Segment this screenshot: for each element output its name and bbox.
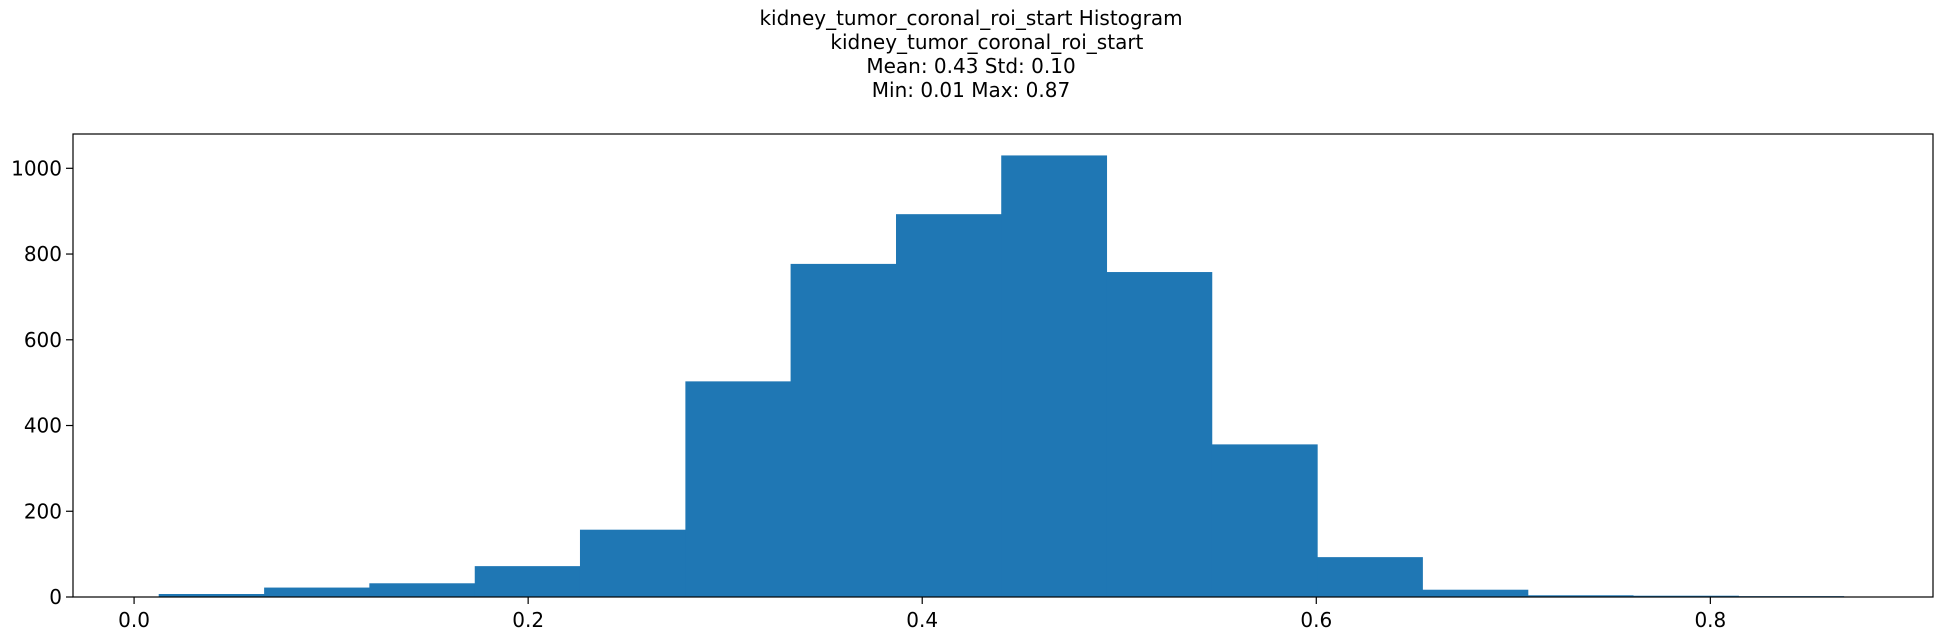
y-axis: 0 200 400 600 800 1000 — [11, 156, 73, 609]
x-axis: 0.0 0.2 0.4 0.6 0.8 — [118, 597, 1726, 632]
plot-frame — [72, 133, 1934, 598]
y-tick-label: 400 — [24, 414, 62, 438]
histogram-bar-13 — [1527, 595, 1634, 597]
x-tick-label: 0.0 — [118, 608, 150, 632]
y-tick-label: 800 — [24, 242, 62, 266]
histogram-bar-7 — [896, 214, 1002, 597]
histogram-bar-8 — [1001, 155, 1108, 597]
chart-title-line-3: Mean: 0.43 Std: 0.10 — [866, 54, 1076, 78]
y-tick-label: 200 — [24, 499, 62, 523]
histogram-bar-12 — [1422, 589, 1529, 597]
histogram-bar-5 — [685, 381, 791, 597]
histogram-bar-2 — [369, 583, 476, 597]
histogram-bar-1 — [264, 587, 370, 597]
histogram-bar-0 — [158, 593, 265, 597]
chart-title-line-1: kidney_tumor_coronal_roi_start Histogram — [759, 6, 1183, 30]
x-tick-label: 0.6 — [1300, 608, 1332, 632]
y-tick-label: 600 — [24, 328, 62, 352]
chart-title-line-4: Min: 0.01 Max: 0.87 — [871, 78, 1071, 102]
histogram-bar-4 — [579, 529, 686, 597]
histogram-bar-9 — [1106, 272, 1213, 597]
y-tick-label: 1000 — [11, 156, 62, 180]
histogram-bar-11 — [1317, 557, 1423, 597]
histogram-bar-3 — [474, 566, 581, 597]
chart-title: kidney_tumor_coronal_roi_start Histogram… — [0, 6, 1942, 102]
y-tick-label: 0 — [49, 585, 62, 609]
histogram-bars — [158, 155, 1845, 597]
histogram-bar-14 — [1633, 595, 1739, 597]
x-tick-label: 0.8 — [1694, 608, 1726, 632]
chart-title-line-2: kidney_tumor_coronal_roi_start — [798, 30, 1144, 54]
x-tick-label: 0.4 — [906, 608, 938, 632]
histogram-bar-10 — [1211, 444, 1318, 597]
histogram-bar-6 — [790, 263, 897, 597]
x-tick-label: 0.2 — [512, 608, 544, 632]
